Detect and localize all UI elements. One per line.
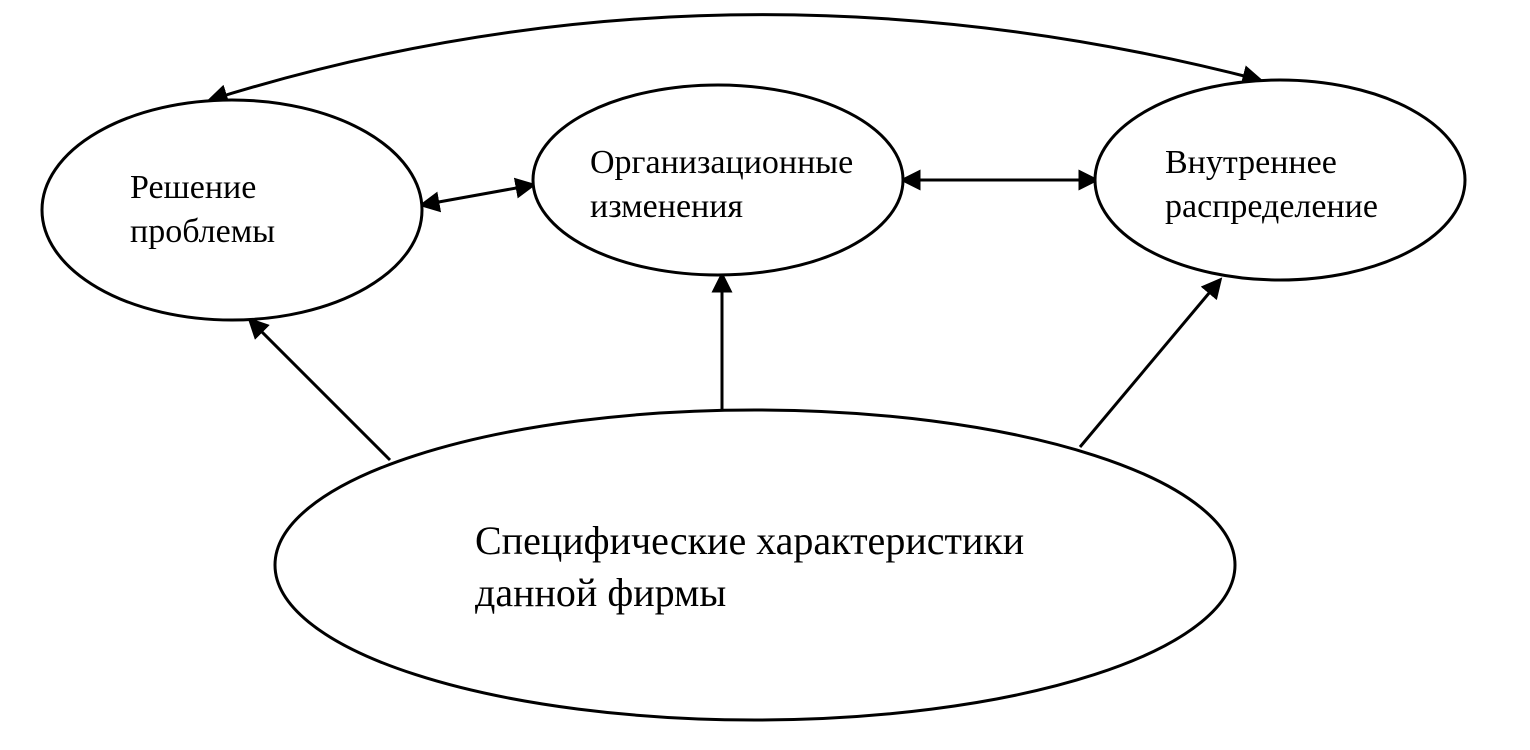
diagram-canvas: Решение проблемы Организационные изменения В… (0, 0, 1530, 750)
node-org-changes: Организационные изменения (533, 85, 903, 275)
node-ellipse-firm-characteristics (275, 410, 1235, 720)
node-label-internal-distribution-line0: Внутреннее (1165, 144, 1337, 181)
node-problem-solving: Решение проблемы (42, 100, 422, 320)
node-label-firm-characteristics-line0: Специфические характеристики (475, 518, 1024, 563)
edge-ps-to-oc (422, 185, 533, 205)
node-firm-characteristics: Специфические характеристики данной фирмы (275, 410, 1235, 720)
node-label-problem-solving-line1: проблемы (130, 213, 275, 250)
node-label-problem-solving-line0: Решение (130, 169, 256, 206)
nodes-group: Решение проблемы Организационные изменения В… (42, 80, 1465, 720)
node-label-org-changes-line0: Организационные (590, 144, 853, 181)
node-ellipse-problem-solving (42, 100, 422, 320)
node-label-internal-distribution-line1: распределение (1165, 188, 1378, 225)
node-label-org-changes-line1: изменения (590, 188, 743, 225)
edge-fc-to-id (1080, 280, 1220, 447)
edge-fc-to-ps (250, 320, 390, 460)
node-label-firm-characteristics-line1: данной фирмы (475, 570, 726, 615)
node-internal-distribution: Внутреннее распределение (1095, 80, 1465, 280)
